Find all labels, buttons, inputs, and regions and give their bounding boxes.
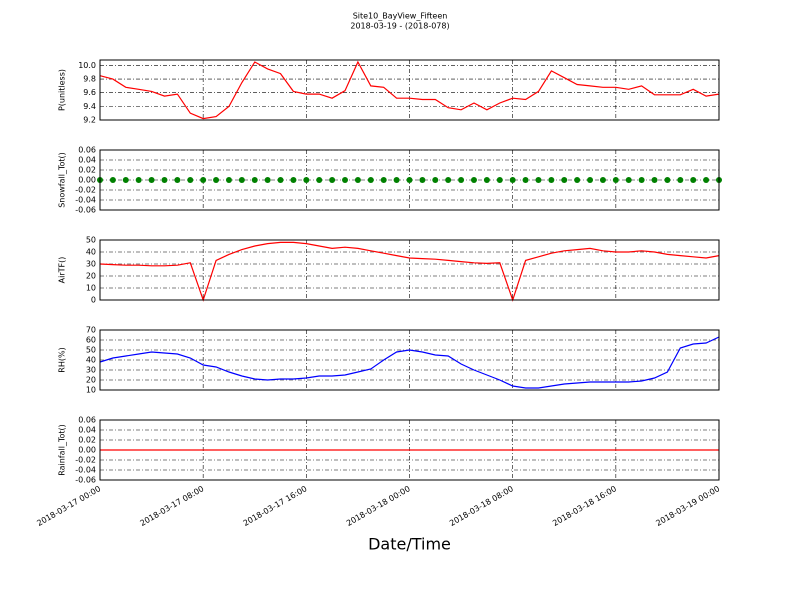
y-tick-label: 30 (86, 260, 96, 269)
data-point (329, 177, 336, 183)
y-tick-label: 0 (91, 296, 96, 305)
data-point (458, 177, 465, 183)
data-point (587, 177, 594, 183)
data-point (574, 177, 581, 183)
y-tick-label: -0.02 (75, 456, 96, 465)
data-point (625, 177, 632, 183)
y-tick-label: -0.06 (75, 206, 96, 215)
y-tick-label: 10 (86, 386, 96, 395)
y-tick-label: 0.06 (78, 416, 96, 425)
data-point (303, 177, 310, 183)
data-point (122, 177, 129, 183)
data-point (200, 177, 207, 183)
data-point (548, 177, 555, 183)
chart-subtitle: 2018-03-19 - (2018-078) (350, 22, 449, 31)
data-point (612, 177, 619, 183)
data-point (213, 177, 220, 183)
y-tick-label: 40 (86, 356, 96, 365)
plot-frame (99, 59, 720, 121)
y-tick-label: 50 (86, 346, 96, 355)
data-point (561, 177, 568, 183)
data-point (690, 177, 697, 183)
y-tick-label: 0.00 (78, 176, 96, 185)
data-point (599, 177, 606, 183)
y-tick-label: 70 (86, 326, 96, 335)
x-axis-label: Date/Time (368, 535, 451, 554)
data-point (174, 177, 181, 183)
data-point (432, 177, 439, 183)
data-line (99, 336, 720, 389)
data-point (677, 177, 684, 183)
y-tick-label: 30 (86, 366, 96, 375)
data-point (483, 177, 490, 183)
y-tick-label: -0.02 (75, 186, 96, 195)
y-tick-label: 9.8 (83, 75, 96, 84)
y-tick-label: 9.6 (83, 88, 96, 97)
data-point (187, 177, 194, 183)
data-point (225, 177, 232, 183)
data-point (367, 177, 374, 183)
y-tick-label: 60 (86, 336, 96, 345)
y-axis-label: RH(%) (58, 347, 67, 372)
data-point (651, 177, 658, 183)
y-tick-label: -0.04 (75, 196, 96, 205)
data-point (342, 177, 349, 183)
data-point (638, 177, 645, 183)
y-tick-label: 0.02 (78, 436, 96, 445)
chart-title: Site10_BayView_Fifteen (353, 12, 448, 21)
data-point (264, 177, 271, 183)
y-tick-label: 9.4 (83, 102, 96, 111)
data-point (509, 177, 516, 183)
data-point (380, 177, 387, 183)
data-point (703, 177, 710, 183)
plot-frame (99, 149, 720, 211)
data-point (535, 177, 542, 183)
y-tick-label: 50 (86, 236, 96, 245)
y-tick-label: -0.06 (75, 476, 96, 485)
y-tick-label: 0.04 (78, 156, 96, 165)
y-tick-label: 40 (86, 248, 96, 257)
data-point (251, 177, 258, 183)
data-point (148, 177, 155, 183)
y-tick-label: 0.00 (78, 446, 96, 455)
y-axis-label: P(unitless) (58, 69, 67, 111)
data-point (277, 177, 284, 183)
y-tick-label: -0.04 (75, 466, 96, 475)
data-point (238, 177, 245, 183)
y-axis-label: Snowfall_Tot() (58, 152, 67, 208)
data-point (445, 177, 452, 183)
data-point (354, 177, 361, 183)
data-point (393, 177, 400, 183)
plot-frame (99, 419, 720, 481)
y-axis-label: AirTF() (58, 257, 67, 284)
y-axis-label: Rainfall_Tot() (58, 424, 67, 476)
y-tick-label: 20 (86, 376, 96, 385)
data-point (496, 177, 503, 183)
data-point (664, 177, 671, 183)
y-tick-label: 0.02 (78, 166, 96, 175)
data-point (316, 177, 323, 183)
data-point (406, 177, 413, 183)
data-point (161, 177, 168, 183)
y-tick-label: 20 (86, 272, 96, 281)
y-tick-label: 0.06 (78, 146, 96, 155)
y-tick-label: 0.04 (78, 426, 96, 435)
data-point (109, 177, 116, 183)
data-point (419, 177, 426, 183)
plot-frame (99, 329, 720, 391)
data-point (522, 177, 529, 183)
data-point (135, 177, 142, 183)
y-tick-label: 10 (86, 284, 96, 293)
plot-frame (99, 239, 720, 301)
data-line (99, 60, 720, 120)
y-tick-label: 10.0 (78, 61, 96, 70)
data-point (290, 177, 297, 183)
y-tick-label: 9.2 (83, 116, 96, 125)
data-point (470, 177, 477, 183)
